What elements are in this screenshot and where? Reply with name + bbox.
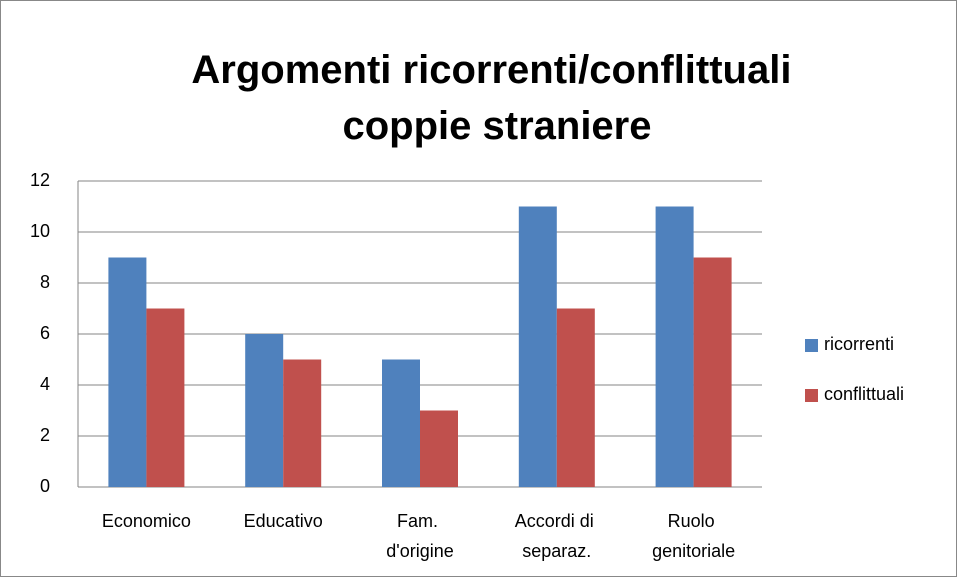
legend-label: conflittuali [824,384,904,404]
legend-label: ricorrenti [824,334,894,354]
bar [693,257,732,487]
y-tick-label: 12 [30,170,50,190]
bar [146,308,185,487]
bar [108,257,147,487]
bar [382,359,420,487]
x-tick-label: Economico [102,511,191,531]
bar [420,410,458,487]
y-tick-label: 6 [40,323,50,343]
y-tick-label: 2 [40,425,50,445]
x-tick-label: Educativo [244,511,323,531]
legend-swatch [805,389,818,402]
bar [655,206,694,487]
x-tick-label: Ruolo genitoriale [652,511,735,561]
y-tick-label: 0 [40,476,50,496]
y-tick-label: 8 [40,272,50,292]
bar [283,359,322,487]
bar [245,334,284,487]
x-tick-label: Fam. d'origine [386,511,453,561]
y-tick-label: 4 [40,374,50,394]
legend-swatch [805,339,818,352]
bar [556,308,595,487]
x-tick-label: Accordi di separaz. [515,511,599,561]
y-tick-label: 10 [30,221,50,241]
chart-title: Argomenti ricorrenti/conflittuali coppie… [191,48,802,148]
bar [518,206,557,487]
